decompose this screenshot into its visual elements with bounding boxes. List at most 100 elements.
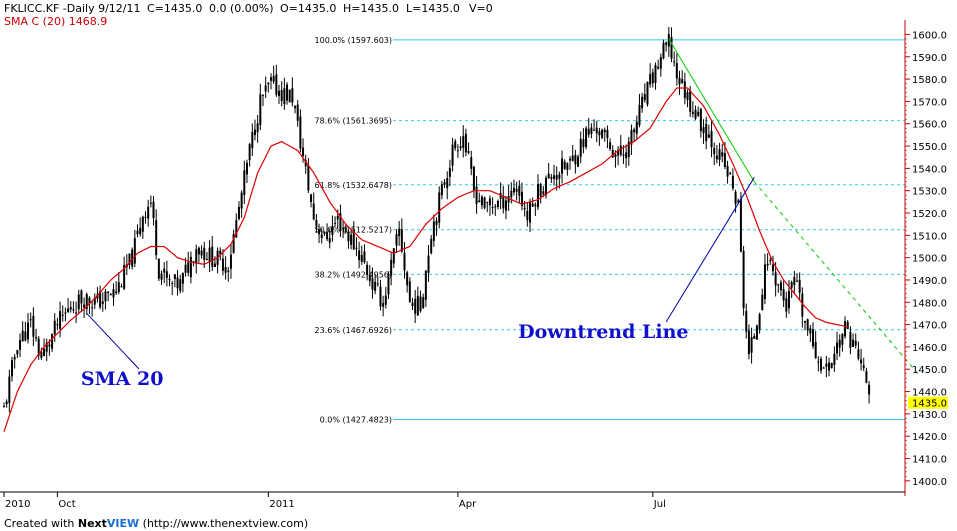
- candle-body-51: [139, 227, 142, 235]
- candle-body-164: [440, 184, 443, 196]
- candle-body-250: [670, 37, 673, 59]
- overlays: SMA 20 Downtrend Line: [3, 38, 921, 432]
- candle-222: [595, 120, 598, 143]
- candle-169: [454, 139, 457, 151]
- candle-body-214: [574, 154, 577, 165]
- candle-316: [846, 320, 849, 330]
- candle-302: [809, 324, 812, 343]
- candle-body-12: [35, 337, 38, 339]
- candle-body-262: [702, 127, 705, 134]
- candle-body-140: [376, 283, 379, 285]
- candle-283: [758, 312, 761, 334]
- candle-body-113: [304, 160, 307, 167]
- candle-318: [852, 333, 855, 347]
- candle-32: [88, 296, 91, 314]
- candle-body-136: [366, 264, 369, 276]
- candle-body-101: [272, 76, 275, 82]
- candle-162: [435, 217, 438, 236]
- candle-body-275: [737, 200, 740, 203]
- candle-104: [280, 81, 283, 107]
- footer-url: (http://www.thenextview.com): [139, 517, 308, 530]
- candle-body-312: [836, 342, 839, 354]
- candle-body-1: [5, 401, 8, 405]
- candle-69: [187, 251, 190, 277]
- candle-body-231: [619, 145, 622, 155]
- candle-body-319: [854, 340, 857, 346]
- candle-154: [414, 289, 417, 324]
- axes: 1400.0 1410.0 1420.0 1430.0 1440.0 1450.0 1460…: [0, 20, 948, 510]
- candle-body-323: [865, 371, 868, 383]
- candle-83: [224, 256, 227, 280]
- header-open: O=1435.0: [280, 2, 336, 15]
- downtrend-line-extension: [753, 181, 921, 377]
- candle-168: [451, 137, 454, 172]
- candle-body-239: [641, 96, 644, 109]
- candle-body-98: [264, 85, 267, 92]
- candle-body-138: [371, 278, 374, 290]
- candle-120: [323, 231, 326, 237]
- candle-225: [603, 127, 606, 142]
- candle-92: [248, 142, 251, 167]
- candle-body-190: [510, 190, 513, 198]
- candle-body-88: [237, 206, 240, 219]
- candle-body-299: [801, 293, 804, 317]
- candle-3: [11, 356, 14, 382]
- candle-219: [587, 117, 590, 138]
- candle-body-114: [307, 164, 310, 191]
- candle-241: [646, 81, 649, 107]
- candle-256: [686, 89, 689, 108]
- candle-body-96: [259, 94, 262, 126]
- candle-323: [865, 367, 868, 384]
- candle-body-286: [766, 263, 769, 266]
- candle-139: [374, 273, 377, 295]
- candle-body-121: [326, 232, 329, 240]
- candle-body-50: [136, 230, 139, 235]
- candle-body-29: [80, 290, 83, 304]
- candle-body-244: [654, 65, 657, 83]
- candle-288: [771, 255, 774, 276]
- candle-293: [785, 291, 788, 318]
- candle-body-135: [363, 251, 366, 263]
- candle-body-320: [857, 349, 860, 359]
- candle-4: [13, 354, 16, 369]
- candle-body-89: [240, 192, 243, 209]
- candle-body-132: [355, 247, 358, 249]
- candle-body-166: [446, 178, 449, 189]
- candle-body-242: [649, 73, 652, 85]
- candle-body-187: [502, 195, 505, 209]
- candle-260: [697, 106, 700, 117]
- candle-232: [622, 145, 625, 164]
- candle-body-172: [462, 135, 465, 148]
- header-change: 0.0 (0.00%): [209, 2, 274, 15]
- candle-29: [80, 289, 83, 313]
- candle-body-180: [483, 197, 486, 208]
- candle-body-158: [424, 270, 427, 300]
- candle-244: [654, 62, 657, 90]
- candle-body-23: [64, 312, 67, 314]
- candle-body-288: [771, 264, 774, 272]
- candle-body-38: [104, 291, 107, 302]
- candle-body-118: [318, 229, 321, 235]
- candle-body-222: [595, 127, 598, 134]
- candle-body-120: [323, 232, 326, 235]
- candle-179: [480, 195, 483, 210]
- candle-body-270: [723, 153, 726, 167]
- candle-body-18: [51, 334, 54, 349]
- candle-body-189: [507, 196, 510, 203]
- y-tick-label-16: 1560.0: [912, 120, 947, 131]
- candle-170: [456, 144, 459, 158]
- candle-278: [745, 303, 748, 339]
- candle-88: [237, 201, 240, 221]
- candle-37: [101, 292, 104, 312]
- candle-102: [275, 64, 278, 97]
- candle-227: [609, 138, 612, 151]
- candle-body-159: [427, 255, 430, 274]
- candle-273: [731, 168, 734, 191]
- candle-324: [868, 381, 871, 404]
- candle-276: [739, 192, 742, 253]
- candle-body-68: [184, 264, 187, 273]
- candle-body-139: [374, 281, 377, 291]
- candle-body-241: [646, 81, 649, 105]
- candle-body-124: [334, 222, 337, 224]
- candle-body-315: [844, 321, 847, 337]
